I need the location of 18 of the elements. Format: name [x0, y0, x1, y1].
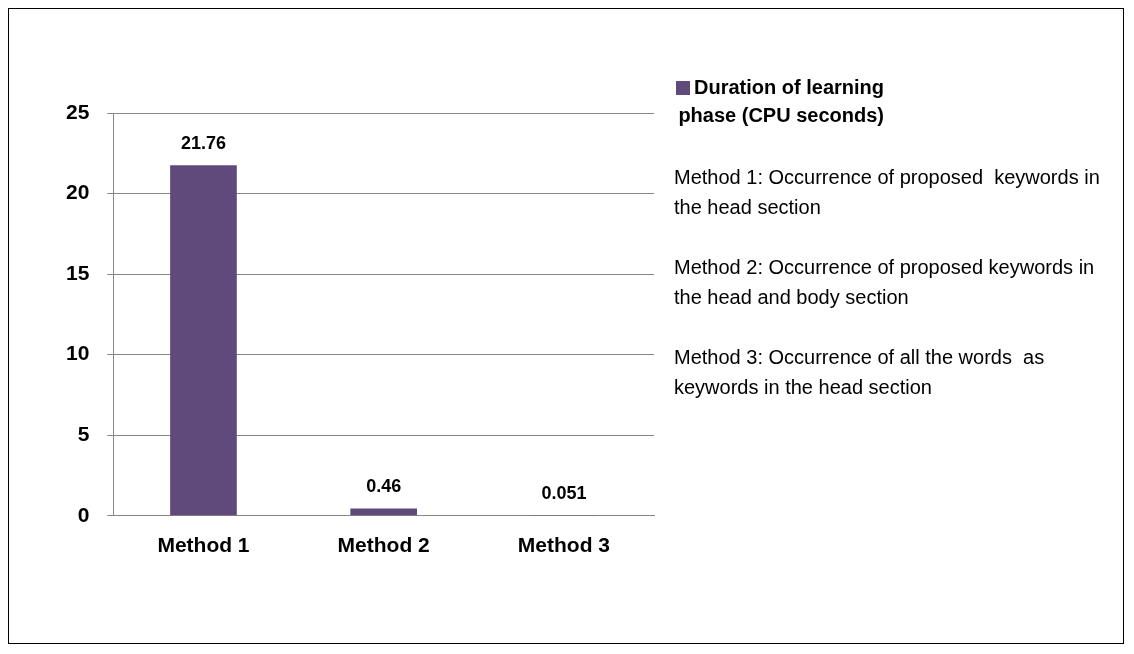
text: Method 2: Occurrence of proposed keywords in the head and body section: [674, 255, 1095, 308]
data-label: 0.051: [541, 482, 587, 503]
y-tick-label: 0: [77, 502, 90, 526]
y-tick-label: 15: [66, 260, 90, 284]
x-tick-label: Method 1: [157, 533, 250, 557]
x-tick-label: Method 3: [517, 533, 610, 557]
data-label: 0.46: [366, 476, 402, 497]
y-tick-label: 25: [66, 99, 90, 123]
text: Method 3: Occurrence of all the words as keywords in the head section: [674, 345, 1045, 398]
y-tick-label: 5: [77, 422, 90, 446]
y-tick-label: 10: [66, 341, 90, 365]
y-tick-label: 20: [66, 180, 90, 204]
text: Method 1: Occurrence of proposed keywords in the head section: [674, 165, 1100, 218]
legend-label: Duration of learning phase (CPU seconds): [678, 75, 884, 126]
data-label: 21.76: [180, 133, 226, 154]
x-tick-label: Method 2: [337, 533, 430, 557]
bar: [170, 165, 237, 516]
bar: [350, 508, 418, 516]
